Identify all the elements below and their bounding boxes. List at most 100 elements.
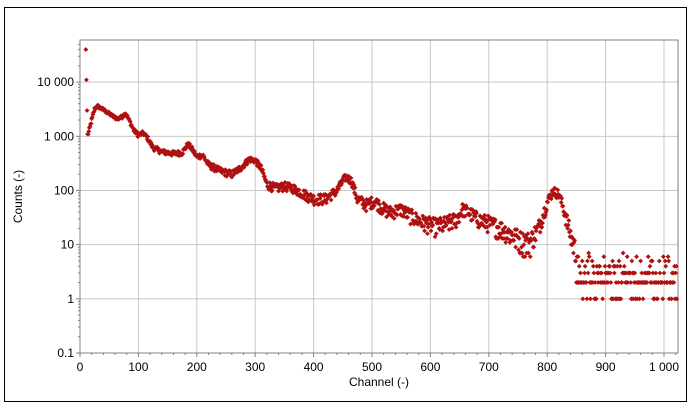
data-point	[155, 145, 161, 151]
data-point	[639, 270, 645, 276]
y-tick-label: 0.1	[57, 346, 74, 360]
data-point	[671, 280, 677, 285]
data-point	[511, 237, 517, 243]
data-point	[381, 205, 387, 211]
data-point	[437, 215, 443, 221]
data-point	[565, 225, 571, 231]
data-point	[409, 210, 415, 216]
data-point	[293, 185, 298, 191]
data-point	[479, 220, 485, 226]
data-point	[362, 204, 368, 210]
data-point	[542, 214, 548, 220]
data-point	[362, 199, 367, 205]
data-point	[449, 218, 454, 224]
data-point	[620, 250, 626, 256]
data-point	[255, 158, 260, 163]
data-point	[443, 222, 449, 228]
data-point	[353, 192, 359, 198]
data-point	[221, 169, 227, 175]
data-point	[513, 244, 519, 250]
data-point	[277, 186, 283, 192]
data-point	[568, 228, 573, 234]
data-point	[600, 296, 606, 302]
data-point	[640, 296, 646, 302]
data-points	[83, 47, 680, 302]
data-point	[673, 263, 679, 269]
data-point	[300, 193, 306, 199]
data-point	[540, 220, 545, 226]
data-point	[451, 221, 457, 227]
data-point	[413, 210, 419, 216]
data-point	[370, 205, 375, 211]
data-point	[491, 216, 496, 222]
data-point	[555, 187, 561, 193]
data-point	[565, 222, 571, 228]
data-point	[573, 258, 579, 264]
data-point	[571, 250, 576, 256]
data-point	[346, 178, 352, 184]
data-point	[405, 214, 411, 220]
data-point	[446, 227, 452, 232]
data-point	[389, 213, 395, 219]
data-point	[403, 208, 409, 214]
data-point	[650, 270, 656, 276]
data-point	[416, 216, 422, 222]
data-point	[428, 228, 434, 234]
data-point	[514, 227, 520, 232]
data-point	[324, 200, 329, 206]
data-point	[332, 193, 338, 198]
data-point	[487, 222, 493, 228]
data-point	[586, 254, 592, 260]
data-point	[198, 155, 204, 161]
data-point	[450, 215, 455, 221]
data-point	[279, 184, 285, 190]
data-point	[576, 263, 582, 269]
data-point	[539, 224, 545, 230]
data-point	[408, 221, 413, 227]
data-point	[591, 270, 597, 276]
data-point	[262, 174, 267, 179]
data-point	[319, 201, 325, 207]
y-tick-labels: 0.1 1 10 100 1 000 10 000	[37, 75, 74, 360]
data-point	[625, 280, 631, 285]
data-point	[401, 214, 406, 219]
data-point	[464, 205, 470, 211]
data-point	[661, 254, 666, 260]
data-point	[405, 206, 411, 212]
data-point	[369, 195, 374, 200]
data-point	[621, 263, 627, 269]
data-point	[85, 131, 91, 137]
data-point	[290, 190, 296, 196]
data-point	[402, 210, 408, 216]
data-point	[530, 231, 535, 237]
x-tick-label: 0	[77, 360, 84, 374]
data-point	[291, 187, 297, 193]
data-point	[394, 212, 400, 218]
data-point	[500, 227, 506, 232]
data-point	[585, 270, 591, 276]
data-point	[166, 149, 172, 155]
data-point	[552, 185, 558, 191]
data-point	[409, 207, 415, 213]
data-point	[363, 208, 369, 214]
data-point	[354, 199, 360, 205]
data-point	[311, 202, 317, 208]
data-point	[564, 212, 570, 218]
data-point	[264, 180, 270, 185]
data-point	[455, 212, 461, 218]
data-point	[296, 187, 302, 193]
data-point	[657, 270, 663, 276]
data-point	[470, 217, 475, 223]
data-point	[397, 205, 402, 211]
y-tick-label: 10	[61, 238, 75, 252]
data-point	[145, 134, 151, 140]
data-point	[385, 209, 391, 215]
data-point	[580, 296, 586, 302]
data-point	[423, 215, 429, 221]
data-point	[463, 203, 469, 209]
data-point	[560, 203, 566, 209]
data-point	[638, 258, 644, 264]
data-point	[547, 192, 553, 198]
data-point	[317, 196, 323, 202]
y-tick-label: 1 000	[44, 129, 74, 143]
